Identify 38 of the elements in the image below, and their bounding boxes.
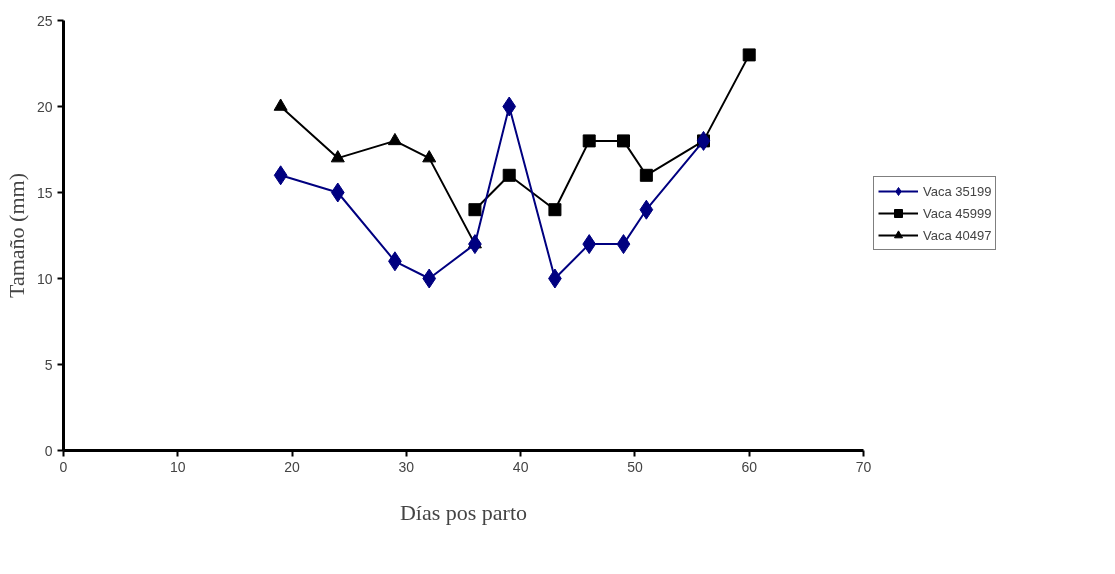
point <box>742 48 756 62</box>
point <box>548 203 562 217</box>
point <box>422 150 437 163</box>
point <box>502 96 517 117</box>
x-tick-label: 70 <box>855 458 872 475</box>
point <box>468 203 482 217</box>
x-axis-title: Días pos parto <box>399 499 528 525</box>
x-tick-label: 30 <box>398 458 415 475</box>
point <box>582 134 596 148</box>
y-tick-label: 0 <box>44 442 53 459</box>
point <box>330 182 345 203</box>
point <box>273 98 288 111</box>
y-tick-label: 25 <box>36 12 53 29</box>
point <box>639 168 653 182</box>
point <box>617 134 630 148</box>
point <box>273 165 288 186</box>
y-tick-label: 10 <box>36 270 53 287</box>
x-tick-label: 60 <box>741 458 758 475</box>
point <box>502 168 516 182</box>
y-tick-label: 5 <box>44 356 53 373</box>
point <box>582 234 597 255</box>
y-tick-label: 20 <box>36 98 53 115</box>
x-tick-label: 10 <box>170 458 186 475</box>
y-axis-title: Tamaño (mm) <box>3 173 29 298</box>
x-tick-label: 0 <box>59 458 68 475</box>
point <box>639 199 654 220</box>
x-tick-label: 50 <box>627 458 643 475</box>
point <box>696 130 711 151</box>
point <box>422 268 437 289</box>
legend-label: Vaca 45999 <box>923 205 992 221</box>
y-tick-label: 15 <box>36 184 53 201</box>
point <box>616 234 631 255</box>
point <box>330 150 345 163</box>
legend-label: Vaca 35199 <box>923 183 992 199</box>
point <box>387 132 402 146</box>
x-tick-label: 40 <box>512 458 529 475</box>
legend-label: Vaca 40497 <box>923 227 992 243</box>
x-tick-label: 20 <box>284 458 301 475</box>
